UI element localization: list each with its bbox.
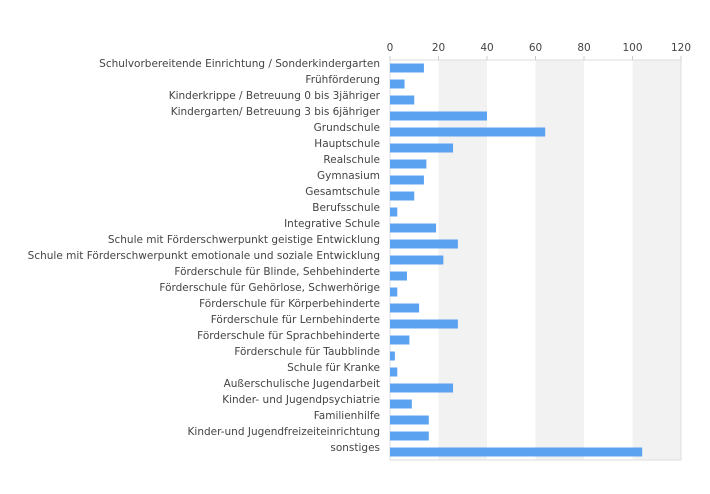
bar: [390, 351, 395, 361]
bar: [390, 95, 415, 105]
category-label: Außerschulische Jugendarbeit: [224, 378, 380, 390]
bar: [390, 79, 405, 89]
bar: [390, 159, 427, 169]
category-label: Schulvorbereitende Einrichtung / Sonderk…: [99, 58, 380, 70]
x-axis-ticks: 0 20 40 60 80 100 120: [387, 42, 691, 60]
grid-band: [438, 60, 487, 460]
grid-band: [535, 60, 584, 460]
bar: [390, 223, 437, 233]
bar: [390, 239, 458, 249]
x-tick-label: 80: [577, 42, 590, 54]
category-label: Berufsschule: [312, 202, 380, 214]
bar: [390, 175, 424, 185]
x-tick-label: 40: [480, 42, 493, 54]
bar: [390, 111, 487, 121]
category-label: Förderschule für Gehörlose, Schwerhörige: [159, 282, 380, 294]
category-label: Förderschule für Körperbehinderte: [199, 298, 380, 310]
category-label: Familienhilfe: [314, 410, 380, 422]
bar: [390, 255, 444, 265]
bar: [390, 143, 454, 153]
x-tick-label: 120: [671, 42, 691, 54]
category-label: Gesamtschule: [305, 186, 380, 198]
category-label: sonstiges: [330, 442, 380, 454]
bar: [390, 63, 424, 73]
category-label: Hauptschule: [314, 138, 380, 150]
bar: [390, 303, 420, 313]
x-tick-label: 0: [387, 42, 394, 54]
background-bands: [438, 60, 681, 460]
category-label: Schule mit Förderschwerpunkt emotionale …: [28, 250, 380, 262]
category-label: Realschule: [323, 154, 380, 166]
y-axis-labels: Schulvorbereitende Einrichtung / Sonderk…: [28, 58, 381, 454]
category-label: Schule für Kranke: [287, 362, 380, 374]
bar: [390, 271, 407, 281]
bar: [390, 287, 398, 297]
bar: [390, 335, 410, 345]
bar: [390, 399, 412, 409]
bar: [390, 319, 458, 329]
category-label: Integrative Schule: [284, 218, 380, 230]
bar: [390, 383, 454, 393]
bar: [390, 447, 643, 457]
category-label: Förderschule für Taubblinde: [234, 346, 380, 358]
category-label: Grundschule: [314, 122, 380, 134]
x-tick-label: 100: [622, 42, 642, 54]
bar: [390, 207, 398, 217]
bar: [390, 127, 546, 137]
category-label: Kinderkrippe / Betreuung 0 bis 3jähriger: [169, 90, 381, 102]
bar: [390, 191, 415, 201]
category-label: Schule mit Förderschwerpunkt geistige En…: [108, 234, 380, 246]
category-label: Förderschule für Lernbehinderte: [211, 314, 380, 326]
bars: [390, 63, 643, 457]
category-label: Förderschule für Sprachbehinderte: [197, 330, 380, 342]
bar: [390, 367, 398, 377]
category-label: Förderschule für Blinde, Sehbehinderte: [174, 266, 380, 278]
x-tick-label: 20: [432, 42, 445, 54]
grid-band: [632, 60, 681, 460]
category-label: Gymnasium: [317, 170, 380, 182]
category-label: Kindergarten/ Betreuung 3 bis 6jähriger: [171, 106, 381, 118]
category-label: Kinder-und Jugendfreizeiteinrichtung: [188, 426, 380, 438]
bar: [390, 415, 429, 425]
x-tick-label: 60: [529, 42, 542, 54]
bar: [390, 431, 429, 441]
category-label: Kinder- und Jugendpsychiatrie: [222, 394, 380, 406]
category-label: Frühförderung: [305, 74, 380, 86]
